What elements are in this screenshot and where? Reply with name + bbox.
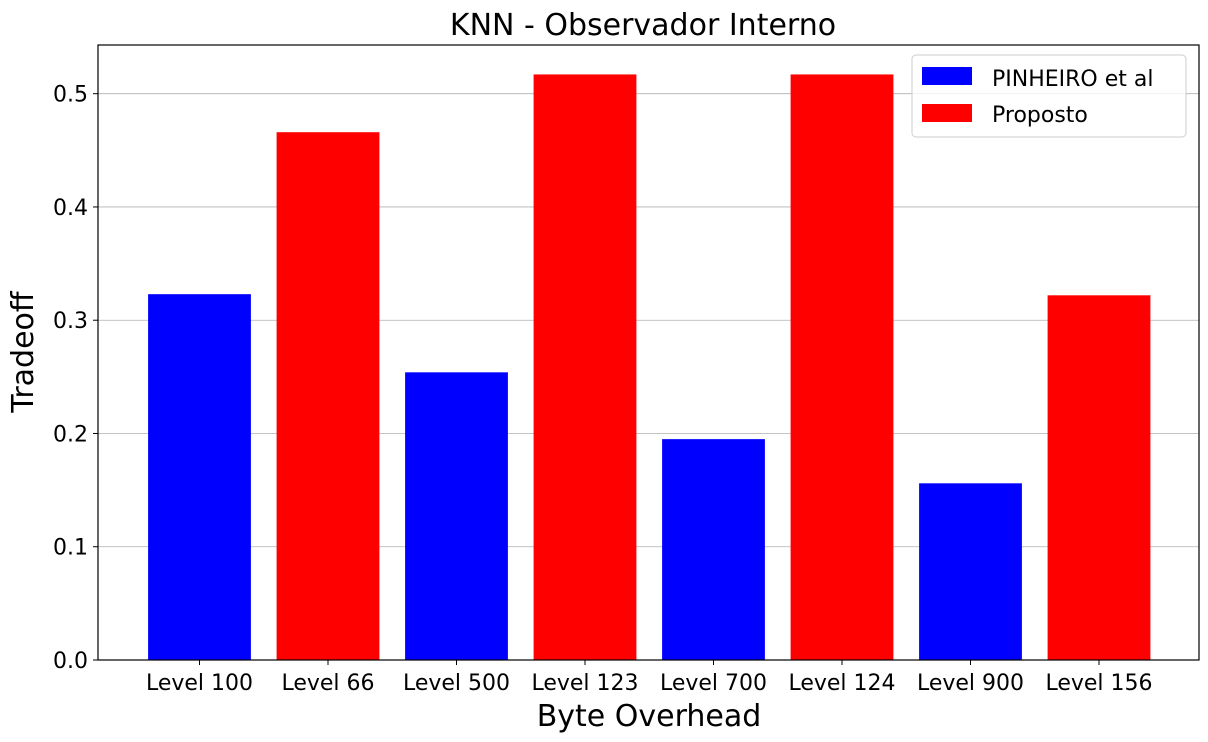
legend-label-pinheiro: PINHEIRO et al xyxy=(992,67,1154,92)
y-tick-label: 0.4 xyxy=(53,196,88,221)
chart-title: KNN - Observador Interno xyxy=(450,8,836,43)
bar-level-900 xyxy=(919,483,1022,660)
plot-frame xyxy=(97,44,1200,661)
x-tick-label: Level 900 xyxy=(917,671,1024,696)
x-tick-label: Level 156 xyxy=(1045,671,1152,696)
bar-level-66 xyxy=(276,132,380,660)
x-tick-label: Level 124 xyxy=(788,671,895,696)
y-axis-label: Tradeoff xyxy=(6,290,41,413)
y-tick-label: 0.3 xyxy=(53,309,88,334)
bars xyxy=(148,74,1151,661)
bar-level-500 xyxy=(405,372,508,660)
y-tick-label: 0.2 xyxy=(53,422,88,447)
bar-level-123 xyxy=(533,74,637,661)
y-tick-label: 0.0 xyxy=(53,649,88,674)
x-tick-label: Level 500 xyxy=(403,671,510,696)
x-ticks: Level 100 Level 66 Level 500 Level 123 Level… xyxy=(146,660,1153,696)
x-axis-label: Byte Overhead xyxy=(537,699,762,734)
y-tick-label: 0.1 xyxy=(53,536,88,561)
legend-box xyxy=(911,54,1187,138)
x-tick-label: Level 123 xyxy=(531,671,638,696)
x-tick-label: Level 100 xyxy=(146,671,253,696)
legend: PINHEIRO et al Proposto xyxy=(911,54,1187,138)
x-tick-label: Level 700 xyxy=(660,671,767,696)
bar-level-100 xyxy=(148,294,251,660)
grid-lines xyxy=(98,93,1199,548)
y-tick-label: 0.5 xyxy=(53,83,88,108)
bar-level-700 xyxy=(662,439,765,660)
bar-level-124 xyxy=(790,74,894,661)
bar-level-156 xyxy=(1047,295,1151,660)
legend-swatch-proposto xyxy=(922,104,972,122)
y-ticks: 0.0 0.1 0.2 0.3 0.4 0.5 xyxy=(53,83,98,674)
legend-swatch-pinheiro xyxy=(922,67,972,85)
legend-label-proposto: Proposto xyxy=(992,103,1088,128)
x-tick-label: Level 66 xyxy=(281,671,374,696)
